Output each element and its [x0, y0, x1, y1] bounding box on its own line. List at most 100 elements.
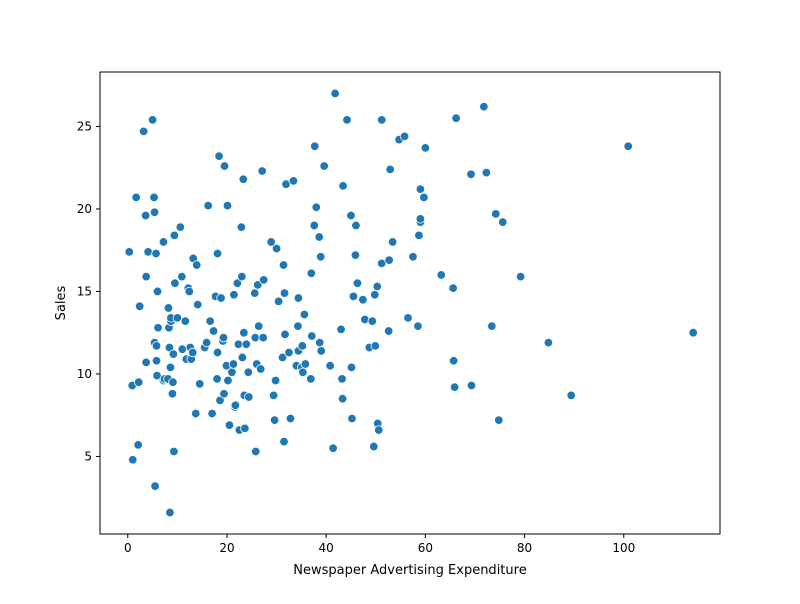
data-point	[134, 301, 145, 312]
data-point	[151, 356, 162, 366]
y-tick-label: 25	[77, 119, 92, 133]
data-point	[140, 210, 151, 221]
data-point	[408, 252, 418, 262]
data-point	[128, 455, 138, 465]
data-points	[124, 88, 698, 518]
x-tick-label: 100	[612, 541, 635, 555]
data-point	[346, 210, 356, 221]
data-point	[367, 316, 378, 326]
data-point	[224, 420, 235, 430]
data-point	[466, 380, 477, 391]
y-tick-label: 10	[77, 367, 92, 381]
x-tick-label: 0	[124, 541, 132, 555]
data-point	[347, 413, 357, 424]
data-point	[298, 367, 308, 378]
data-point	[494, 415, 504, 425]
data-point	[131, 192, 141, 203]
data-point	[216, 293, 226, 303]
data-point	[309, 220, 319, 231]
data-point	[169, 230, 180, 241]
data-point	[228, 359, 239, 369]
data-point	[151, 248, 161, 259]
data-point	[194, 379, 205, 389]
data-point	[351, 220, 361, 231]
data-point	[193, 299, 203, 310]
data-point	[266, 237, 276, 247]
data-point	[168, 377, 178, 387]
data-point	[307, 331, 317, 341]
y-tick-label: 5	[84, 449, 92, 463]
data-point	[448, 283, 458, 293]
data-point	[191, 408, 201, 419]
data-point	[451, 113, 461, 123]
data-point	[219, 161, 230, 171]
data-point	[223, 375, 233, 386]
data-point	[163, 303, 174, 313]
data-point	[481, 167, 492, 178]
data-point	[383, 326, 394, 336]
y-axis-ticks: 5 10 15 20 25	[77, 119, 100, 463]
data-point	[384, 255, 394, 265]
data-point	[180, 316, 191, 326]
data-point	[413, 321, 423, 331]
data-point	[258, 332, 268, 343]
data-point	[284, 347, 294, 358]
x-tick-label: 20	[219, 541, 234, 555]
data-point	[277, 352, 288, 363]
data-point	[403, 313, 413, 323]
data-point	[328, 443, 338, 453]
data-point	[285, 413, 296, 424]
data-point	[372, 281, 382, 292]
data-point	[177, 344, 188, 354]
x-tick-label: 80	[517, 541, 532, 555]
data-point	[153, 323, 163, 333]
data-point	[254, 321, 264, 331]
data-point	[385, 164, 395, 175]
y-axis-label: Sales	[54, 285, 69, 320]
data-point	[419, 192, 429, 203]
data-point	[342, 115, 352, 125]
data-point	[165, 507, 175, 518]
data-point	[479, 101, 489, 112]
data-point	[229, 290, 239, 300]
data-point	[240, 423, 250, 434]
data-point	[436, 270, 446, 280]
data-point	[237, 352, 248, 363]
data-point	[141, 271, 151, 282]
data-point	[256, 364, 266, 374]
data-point	[152, 286, 163, 297]
data-point	[169, 446, 179, 457]
data-point	[168, 349, 179, 359]
data-point	[487, 321, 497, 331]
data-point	[212, 374, 222, 384]
data-point	[203, 200, 213, 211]
data-point	[350, 250, 361, 260]
data-point	[543, 337, 554, 348]
data-point	[399, 131, 410, 142]
data-point	[138, 126, 149, 137]
plot-area-frame	[99, 71, 721, 535]
data-point	[288, 176, 299, 186]
data-point	[124, 247, 134, 257]
data-point	[566, 390, 576, 401]
data-point	[491, 209, 501, 219]
data-point	[498, 217, 508, 227]
data-point	[306, 374, 316, 384]
data-point	[374, 425, 384, 435]
data-point	[515, 271, 526, 282]
data-point	[316, 252, 326, 262]
data-point	[279, 288, 290, 298]
data-point	[370, 290, 380, 300]
data-point	[415, 184, 426, 194]
x-axis-ticks: 0 20 40 60 80 100	[124, 534, 635, 555]
data-point	[205, 316, 215, 326]
x-tick-label: 40	[319, 541, 334, 555]
data-point	[306, 268, 316, 279]
data-point	[268, 390, 279, 401]
data-point	[243, 367, 254, 378]
data-point	[346, 362, 357, 373]
data-point	[466, 169, 476, 180]
